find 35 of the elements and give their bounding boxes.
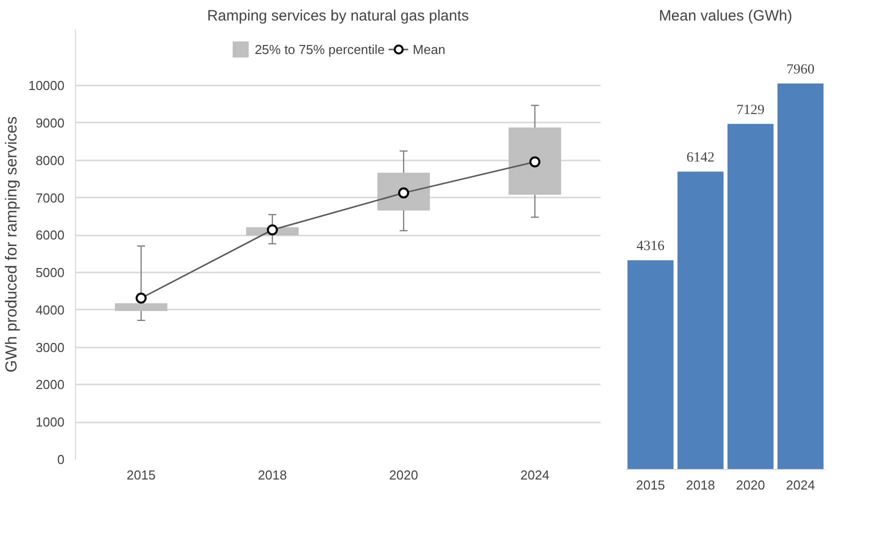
chart-title: Ramping services by natural gas plants — [207, 8, 469, 24]
data-label: 6142 — [686, 150, 714, 166]
legend-label: 25% to 75% percentile — [254, 42, 385, 56]
x-tick-label: 2024 — [786, 478, 815, 492]
y-tick-label: 8000 — [36, 152, 64, 168]
x-tick-label: 2018 — [686, 478, 715, 492]
y-tick-label: 1000 — [36, 414, 64, 430]
x-tick-label: 2024 — [520, 468, 550, 482]
bar — [114, 303, 168, 312]
y-tick-label: 9000 — [36, 115, 64, 130]
chart-title: Mean values (GWh) — [658, 8, 792, 24]
y-tick-label: 10000 — [28, 78, 65, 94]
y-axis-title: GWh produced for ramping services — [3, 116, 20, 373]
x-tick-label: 2015 — [636, 478, 665, 492]
y-tick-label: 3000 — [36, 340, 64, 355]
bar — [678, 172, 724, 470]
y-tick-label: 4000 — [36, 302, 64, 318]
data-label: 7129 — [736, 102, 764, 118]
x-tick-label: 2020 — [736, 478, 765, 492]
x-tick-label: 2015 — [126, 468, 156, 482]
data-label: 4316 — [636, 239, 664, 254]
bar — [377, 172, 430, 210]
y-tick-label: 5000 — [36, 265, 64, 280]
bar — [778, 84, 824, 470]
y-tick-label: 7000 — [36, 190, 64, 206]
x-tick-label: 2020 — [389, 468, 418, 482]
y-tick-label: 0 — [57, 452, 65, 467]
x-tick-label: 2018 — [258, 468, 287, 482]
bar — [628, 260, 674, 470]
y-tick-label: 2000 — [36, 377, 64, 392]
legend-label: Mean — [412, 42, 446, 56]
data-label: 7960 — [786, 62, 814, 78]
y-tick-label: 6000 — [36, 228, 64, 243]
bar — [508, 127, 562, 195]
bar — [728, 124, 774, 470]
